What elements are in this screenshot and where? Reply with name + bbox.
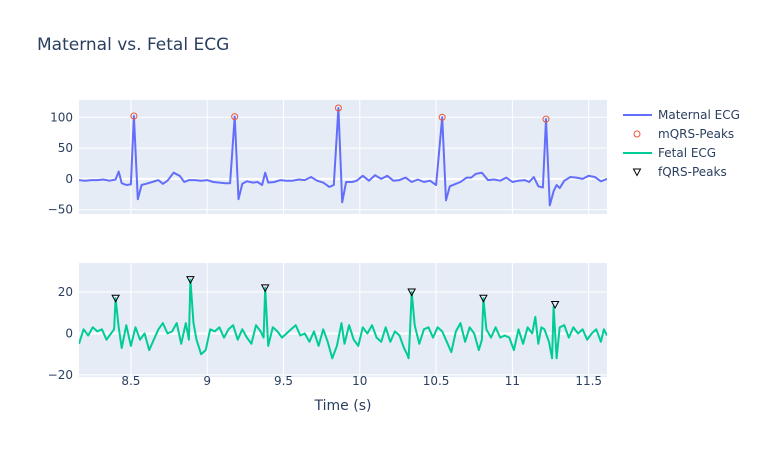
mqrs-peaks-marker xyxy=(542,115,550,123)
x-tick-label: 9 xyxy=(203,374,211,388)
x-tick-label: 8.5 xyxy=(121,374,140,388)
y-tick-label: 20 xyxy=(58,285,73,299)
mqrs-peaks-marker xyxy=(130,112,138,120)
x-axis-ticks: 8.5 9 9.5 10 10.5 11 11.5 xyxy=(121,374,602,388)
legend-item-mqrs-peaks[interactable]: mQRS-Peaks xyxy=(633,127,734,141)
x-tick-label: 11 xyxy=(505,374,520,388)
legend-label: fQRS-Peaks xyxy=(658,165,727,179)
mqrs-peaks-marker xyxy=(438,113,446,121)
y-tick-label: 100 xyxy=(50,110,73,124)
fetal-panel: −20 0 20 xyxy=(48,263,607,382)
fqrs-peaks-marker xyxy=(111,294,120,303)
fqrs-peaks-marker xyxy=(260,284,270,293)
y-tick-label: 0 xyxy=(65,326,73,340)
maternal-ecg-line xyxy=(79,107,607,207)
legend-label: Maternal ECG xyxy=(658,108,740,122)
fqrs-peaks-marker xyxy=(550,300,560,310)
x-tick-label: 9.5 xyxy=(274,374,293,388)
legend-swatch xyxy=(633,130,641,138)
y-tick-label: 50 xyxy=(58,141,73,155)
maternal-panel: −50 0 50 100 xyxy=(48,100,607,217)
x-axis-title: Time (s) xyxy=(314,398,372,414)
legend-item-maternal-ecg[interactable]: Maternal ECG xyxy=(623,108,740,122)
fetal-plot-area xyxy=(79,263,607,377)
chart-title: Maternal vs. Fetal ECG xyxy=(37,35,229,55)
legend-label: Fetal ECG xyxy=(658,146,716,160)
fqrs-peaks-marker xyxy=(407,288,417,297)
y-tick-label: −20 xyxy=(48,368,73,382)
y-tick-label: 0 xyxy=(65,172,73,186)
fqrs-peaks-marker xyxy=(186,276,195,285)
subplots: −50 0 50 100 −20 0 20 xyxy=(48,100,607,382)
fqrs-peaks-marker xyxy=(479,294,488,303)
fetal-ecg-line xyxy=(79,278,607,360)
y-tick-label: −50 xyxy=(48,203,73,217)
x-tick-label: 11.5 xyxy=(575,374,602,388)
legend-item-fqrs-peaks[interactable]: fQRS-Peaks xyxy=(632,165,727,179)
legend-item-fetal-ecg[interactable]: Fetal ECG xyxy=(623,146,716,160)
x-tick-label: 10.5 xyxy=(423,374,450,388)
mqrs-peaks-marker xyxy=(231,113,239,121)
legend[interactable]: Maternal ECG mQRS-Peaks Fetal ECG fQRS-Peak… xyxy=(623,108,740,179)
legend-swatch xyxy=(632,168,642,177)
mqrs-peaks-marker xyxy=(334,104,342,112)
x-tick-label: 10 xyxy=(352,374,367,388)
legend-label: mQRS-Peaks xyxy=(658,127,734,141)
